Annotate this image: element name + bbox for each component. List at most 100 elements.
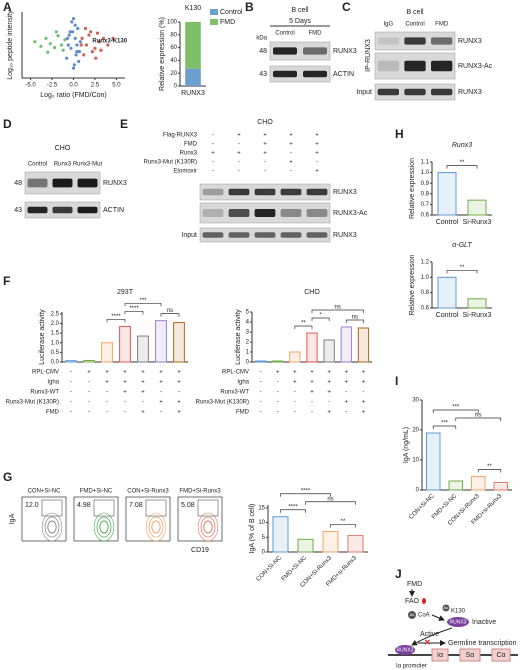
significance-label: **	[341, 519, 346, 525]
blot-title: B cell	[406, 9, 424, 16]
point	[71, 30, 75, 34]
blot-band	[404, 37, 426, 45]
condition-sign: -	[277, 400, 279, 406]
gene-segment	[491, 648, 511, 662]
bar	[467, 199, 487, 216]
acetyl-icon	[408, 611, 416, 619]
blot-band	[77, 178, 98, 188]
gate-value: 4.98	[77, 502, 91, 509]
point	[46, 50, 50, 54]
x-tick-label: Si-Runx3	[463, 219, 492, 226]
condition-name: Runx3	[180, 151, 198, 157]
bar	[437, 172, 457, 216]
blot-band	[52, 178, 73, 188]
y-tick-label: 0	[174, 84, 178, 90]
condition-sign: -	[294, 400, 296, 406]
point	[80, 36, 84, 41]
x-tick-label: CON+Si-NC	[256, 555, 284, 583]
condition-sign: +	[315, 169, 319, 175]
significance-bracket	[330, 524, 356, 528]
bar	[272, 360, 284, 363]
point	[70, 20, 74, 24]
condition-sign: +	[310, 380, 314, 386]
diagram-label: K130	[451, 609, 466, 615]
condition-sign: -	[328, 400, 330, 406]
point	[101, 36, 106, 41]
condition-sign: +	[345, 400, 349, 406]
condition-sign: +	[345, 380, 349, 386]
condition-sign: -	[238, 169, 240, 175]
kda: 48	[14, 180, 22, 187]
lane-label: Runx3	[54, 162, 72, 168]
plot-title: CON+Si-NC	[28, 489, 62, 495]
condition-sign: +	[159, 380, 163, 386]
condition-sign: -	[264, 160, 266, 166]
condition-sign: +	[211, 151, 215, 157]
bar	[471, 476, 486, 491]
significance-bracket	[106, 319, 126, 323]
condition-sign: -	[260, 410, 262, 416]
y-tick-label: 60	[170, 45, 177, 51]
x-tick-label: Control	[436, 219, 459, 226]
y-tick-label: 0.8	[421, 290, 430, 296]
condition-name: Runx3-Mut (K130R)	[196, 400, 249, 406]
y-tick-label: 30	[412, 398, 419, 404]
y-axis-label: Relative expression (%)	[159, 17, 166, 91]
protein-label: RUNX3	[397, 647, 414, 653]
significance-label: ns	[327, 496, 333, 502]
blot-band	[27, 206, 48, 214]
panel-letter: E	[120, 117, 128, 131]
condition-sign: +	[289, 133, 293, 139]
blot-band	[431, 37, 453, 45]
condition-sign: +	[362, 410, 366, 416]
condition-sign: +	[237, 133, 241, 139]
blot-band	[404, 60, 426, 72]
point	[61, 48, 65, 52]
condition-sign: +	[141, 390, 145, 396]
significance-label: **	[460, 160, 465, 166]
condition-sign: +	[263, 151, 267, 157]
x-tick-label: 2.5	[91, 83, 100, 89]
blot-band	[280, 209, 302, 217]
band-label: RUNX3-Ac	[333, 210, 368, 217]
arrow	[411, 627, 453, 646]
chart-title: CHO	[304, 289, 320, 296]
condition-sign: +	[362, 370, 366, 376]
condition-name: Runx3-Mut (K130R)	[6, 400, 59, 406]
significance-label: ****	[111, 314, 121, 320]
point	[78, 40, 82, 44]
y-tick-label: 1.0	[421, 170, 430, 176]
blot-band	[280, 232, 302, 238]
segment-label: Iα	[437, 652, 443, 659]
blot-band	[303, 70, 327, 78]
point	[69, 46, 73, 50]
block-mark: ✕	[424, 638, 431, 647]
y-tick-label: 80	[170, 32, 177, 38]
kda: 48	[259, 48, 267, 55]
condition-sign: +	[123, 370, 127, 376]
blot-band	[202, 232, 224, 238]
condition-sign: -	[70, 400, 72, 406]
bar	[254, 360, 267, 363]
contour	[148, 516, 164, 538]
condition-sign: -	[290, 169, 292, 175]
panel-letter: I	[395, 374, 398, 388]
bar	[272, 516, 289, 553]
condition-name: FMD	[184, 142, 198, 148]
y-tick-label: 0.8	[421, 191, 430, 197]
condition-sign: -	[212, 142, 214, 148]
condition-sign: +	[310, 390, 314, 396]
blot-band	[77, 206, 98, 214]
bar-segment	[185, 22, 201, 69]
blot-band	[27, 178, 48, 188]
point	[76, 26, 80, 31]
gene-segment	[431, 648, 449, 662]
significance-bracket	[446, 165, 478, 169]
y-axis-label: Relative expression	[409, 254, 416, 315]
blot-band	[254, 232, 276, 238]
condition-sign: +	[345, 370, 349, 376]
condition-sign: -	[290, 151, 292, 157]
bar	[297, 538, 314, 553]
y-tick-label: 0.6	[421, 213, 430, 219]
condition-name: Runx3-Mut (K130R)	[144, 160, 197, 166]
